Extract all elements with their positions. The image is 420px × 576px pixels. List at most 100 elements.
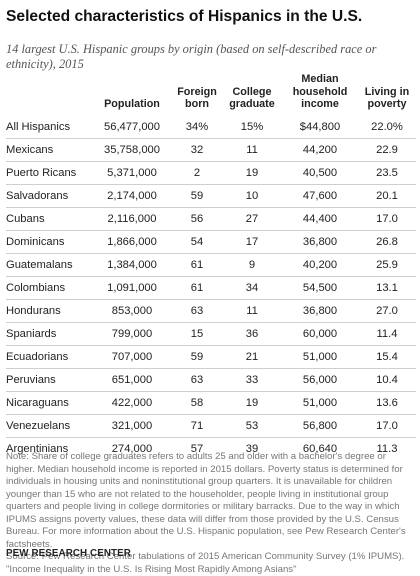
cell-median-income: 40,200 — [282, 252, 358, 276]
cell-population: 5,371,000 — [92, 160, 172, 184]
cell-foreign-born: 32 — [172, 137, 222, 161]
cell-origin: Cubans — [6, 206, 92, 230]
cell-origin: Puerto Ricans — [6, 160, 92, 184]
cell-foreign-born: 59 — [172, 344, 222, 368]
cell-origin: Dominicans — [6, 229, 92, 253]
cell-origin: Salvadorans — [6, 183, 92, 207]
cell-poverty: 10.4 — [358, 367, 416, 391]
cell-foreign-born: 61 — [172, 275, 222, 299]
table-row: Mexicans 35,758,000 32 11 44,200 22.9 — [6, 137, 416, 161]
cell-poverty: 25.9 — [358, 252, 416, 276]
table-row: Cubans 2,116,000 56 27 44,400 17.0 — [6, 206, 416, 230]
cell-origin: Argentinians — [6, 436, 92, 460]
cell-foreign-born: 58 — [172, 390, 222, 414]
cell-foreign-born: 34% — [185, 120, 209, 133]
table-row: Salvadorans 2,174,000 59 10 47,600 20.1 — [6, 183, 416, 207]
table-row: Peruvians 651,000 63 33 56,000 10.4 — [6, 367, 416, 391]
cell-population: 853,000 — [92, 298, 172, 322]
cell-foreign-born: 57 — [172, 436, 222, 460]
cell-population: 1,091,000 — [92, 275, 172, 299]
cell-median-income: 47,600 — [282, 183, 358, 207]
cell-population: 707,000 — [92, 344, 172, 368]
cell-population: 1,866,000 — [92, 229, 172, 253]
header-median-income: Median household income — [292, 73, 348, 110]
cell-origin: Hondurans — [6, 298, 92, 322]
cell-college-graduate: 33 — [222, 367, 282, 391]
cell-poverty: 11.3 — [358, 436, 416, 460]
cell-college-graduate: 39 — [222, 436, 282, 460]
cell-college-graduate: 53 — [222, 413, 282, 437]
cell-origin: All Hispanics — [6, 120, 71, 133]
table-row: All Hispanics 56,477,000 34% 15% $44,800 22.0… — [6, 116, 416, 139]
table-row: Nicaraguans 422,000 58 19 51,000 13.6 — [6, 390, 416, 414]
cell-median-income: 56,800 — [282, 413, 358, 437]
table-row: Puerto Ricans 5,371,000 2 19 40,500 23.5 — [6, 160, 416, 184]
cell-origin: Peruvians — [6, 367, 92, 391]
cell-population: 1,384,000 — [92, 252, 172, 276]
table-row: Hondurans 853,000 63 11 36,800 27.0 — [6, 298, 416, 322]
cell-foreign-born: 71 — [172, 413, 222, 437]
cell-origin: Ecuadorians — [6, 344, 92, 368]
cell-median-income: 36,800 — [282, 298, 358, 322]
header-population: Population — [104, 98, 160, 110]
cell-median-income: 51,000 — [282, 390, 358, 414]
cell-origin: Colombians — [6, 275, 92, 299]
cell-origin: Guatemalans — [6, 252, 92, 276]
note-text: Note: Share of college graduates refers … — [6, 451, 406, 550]
cell-college-graduate: 34 — [222, 275, 282, 299]
cell-foreign-born: 63 — [172, 367, 222, 391]
cell-foreign-born: 15 — [172, 321, 222, 345]
cell-college-graduate: 11 — [222, 298, 282, 322]
cell-population: 56,477,000 — [104, 120, 160, 133]
cell-foreign-born: 56 — [172, 206, 222, 230]
table-row: Guatemalans 1,384,000 61 9 40,200 25.9 — [6, 252, 416, 276]
cell-median-income: $44,800 — [299, 120, 341, 133]
cell-poverty: 22.0% — [371, 120, 403, 133]
cell-median-income: 60,000 — [282, 321, 358, 345]
page-title: Selected characteristics of Hispanics in… — [6, 8, 363, 25]
cell-poverty: 11.4 — [358, 321, 416, 345]
cell-population: 799,000 — [92, 321, 172, 345]
cell-median-income: 44,400 — [282, 206, 358, 230]
cell-foreign-born: 61 — [172, 252, 222, 276]
cell-origin: Mexicans — [6, 137, 92, 161]
table-row: Dominicans 1,866,000 54 17 36,800 26.8 — [6, 229, 416, 253]
cell-college-graduate: 15% — [240, 120, 264, 133]
cell-foreign-born: 63 — [172, 298, 222, 322]
cell-college-graduate: 19 — [222, 390, 282, 414]
footnote: Note: Share of college graduates refers … — [6, 451, 416, 576]
cell-population: 2,116,000 — [92, 206, 172, 230]
cell-poverty: 23.5 — [358, 160, 416, 184]
cell-origin: Venezuelans — [6, 413, 92, 437]
cell-population: 422,000 — [92, 390, 172, 414]
cell-foreign-born: 54 — [172, 229, 222, 253]
brand-logo-text: PEW RESEARCH CENTER — [6, 548, 131, 559]
cell-poverty: 13.1 — [358, 275, 416, 299]
cell-poverty: 15.4 — [358, 344, 416, 368]
header-foreign-born: Foreign born — [177, 85, 217, 111]
cell-median-income: 56,000 — [282, 367, 358, 391]
cell-origin: Nicaraguans — [6, 390, 92, 414]
table-row: Venezuelans 321,000 71 53 56,800 17.0 — [6, 413, 416, 437]
source-text: Source: Pew Research Center tabulations … — [6, 551, 405, 575]
cell-poverty: 17.0 — [358, 206, 416, 230]
characteristics-table: Population Foreign born College graduate… — [6, 73, 416, 460]
table-body: All Hispanics 56,477,000 34% 15% $44,800 22.0… — [6, 116, 416, 460]
cell-poverty: 13.6 — [358, 390, 416, 414]
cell-median-income: 40,500 — [282, 160, 358, 184]
cell-population: 35,758,000 — [92, 137, 172, 161]
header-origin — [6, 73, 92, 116]
table-row: Colombians 1,091,000 61 34 54,500 13.1 — [6, 275, 416, 299]
cell-population: 2,174,000 — [92, 183, 172, 207]
cell-population: 274,000 — [92, 436, 172, 460]
table-row: Argentinians 274,000 57 39 60,640 11.3 — [6, 436, 416, 460]
table-header-row: Population Foreign born College graduate… — [6, 73, 416, 116]
header-college-graduate: College graduate — [229, 85, 275, 111]
cell-median-income: 54,500 — [282, 275, 358, 299]
cell-origin: Spaniards — [6, 321, 92, 345]
cell-college-graduate: 21 — [222, 344, 282, 368]
cell-foreign-born: 2 — [172, 160, 222, 184]
table-row: Spaniards 799,000 15 36 60,000 11.4 — [6, 321, 416, 345]
cell-poverty: 17.0 — [358, 413, 416, 437]
